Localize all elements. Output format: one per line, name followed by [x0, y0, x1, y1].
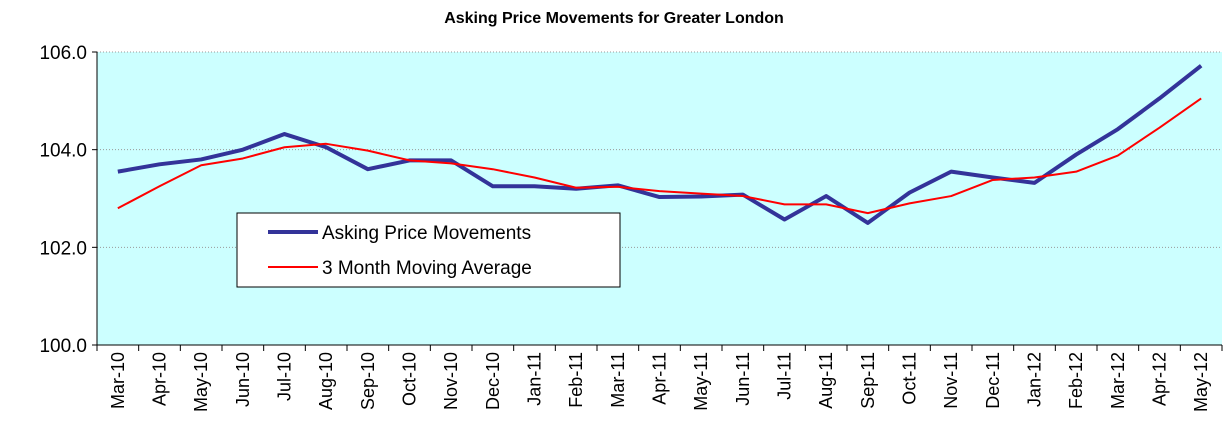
- x-tick-label: Feb-11: [566, 352, 586, 408]
- x-tick-label: Oct-11: [900, 352, 920, 405]
- legend-box: [236, 212, 621, 288]
- legend-label: Asking Price Movements: [322, 223, 531, 244]
- y-tick-label: 106.0: [39, 43, 87, 64]
- x-tick-label: Dec-10: [483, 352, 503, 410]
- y-tick-label: 100.0: [39, 336, 87, 357]
- legend-label: 3 Month Moving Average: [322, 258, 532, 279]
- legend: Asking Price Movements 3 Month Moving Ave…: [236, 212, 621, 288]
- x-tick-label: May-10: [191, 352, 211, 412]
- x-tick-label: Dec-11: [983, 352, 1003, 409]
- x-tick-label: May-12: [1191, 352, 1211, 412]
- x-tick-label: Oct-10: [400, 352, 420, 406]
- x-tick-label: Sep-10: [358, 352, 378, 410]
- x-tick-label: Jul-11: [775, 352, 795, 400]
- x-tick-label: Apr-11: [650, 352, 670, 405]
- y-tick-label: 104.0: [39, 141, 87, 162]
- x-tick-label: Mar-12: [1108, 352, 1128, 409]
- chart-title: Asking Price Movements for Greater Londo…: [444, 10, 784, 27]
- series-line: [117, 64, 1203, 225]
- x-tick-label: Aug-11: [816, 352, 836, 409]
- x-tick-label: Apr-12: [1150, 352, 1170, 406]
- x-tick-label: Nov-11: [941, 352, 961, 409]
- x-tick-label: Nov-10: [441, 352, 461, 410]
- x-tick-label: Sep-11: [858, 352, 878, 409]
- x-tick-label: Aug-10: [316, 352, 336, 410]
- x-tick-label: Apr-10: [150, 352, 170, 406]
- y-tick-label: 102.0: [39, 238, 87, 259]
- x-tick-label: May-11: [691, 352, 711, 411]
- x-tick-label: Jul-10: [275, 352, 295, 401]
- x-tick-label: Mar-10: [108, 352, 128, 409]
- x-tick-label: Jan-12: [1025, 352, 1045, 407]
- x-tick-label: Mar-11: [608, 352, 628, 408]
- x-tick-label: Jan-11: [525, 352, 545, 406]
- x-tick-label: Jun-10: [233, 352, 253, 407]
- x-tick-label: Feb-12: [1066, 352, 1086, 409]
- x-tick-label: Jun-11: [733, 352, 753, 406]
- series-line: [117, 97, 1202, 215]
